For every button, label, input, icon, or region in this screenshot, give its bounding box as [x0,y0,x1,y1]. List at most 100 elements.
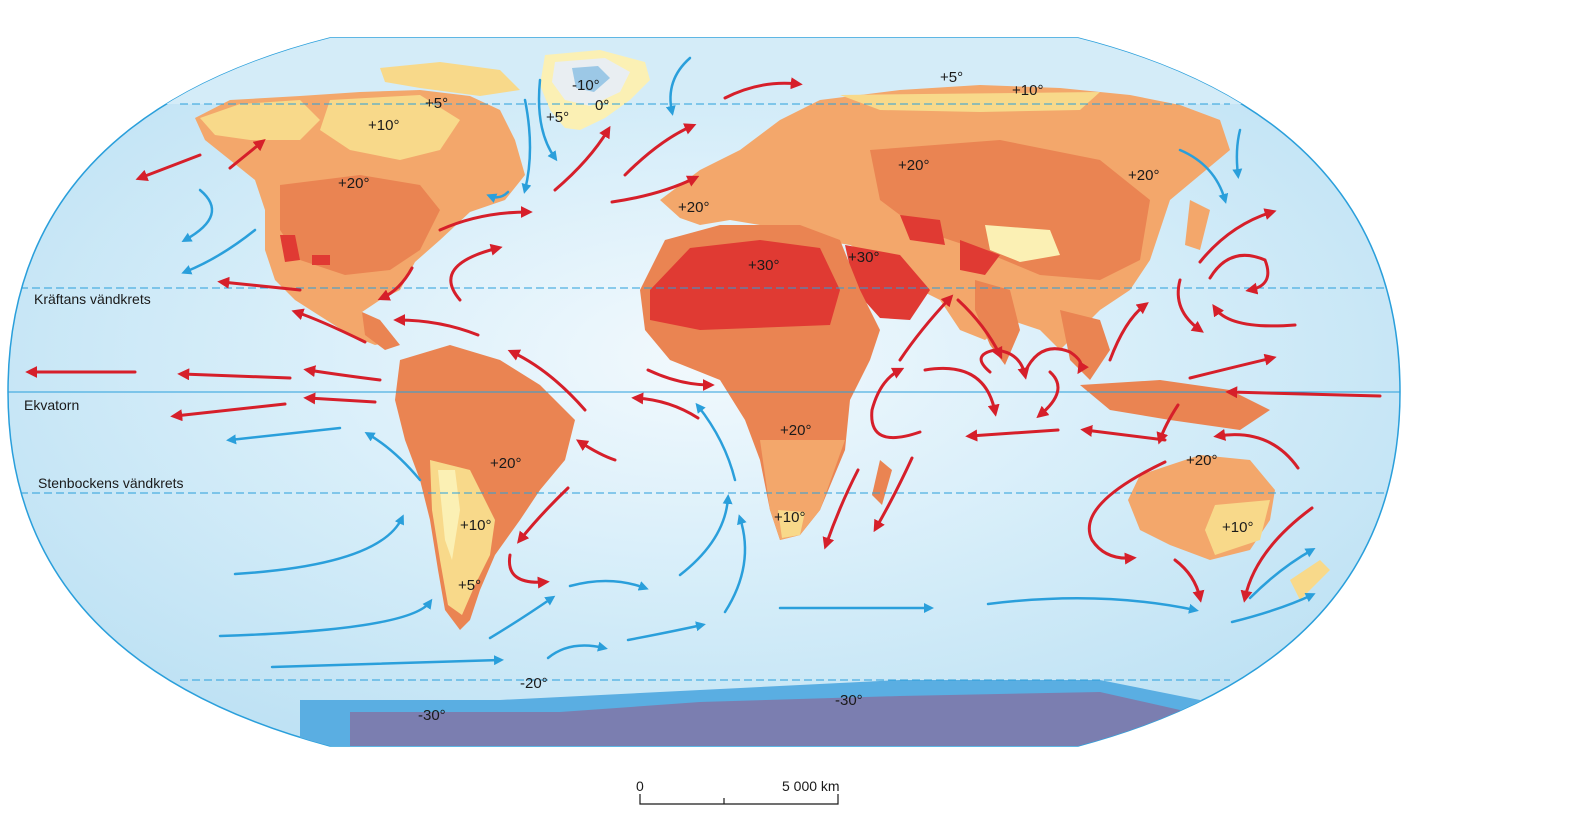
warm-current-arrow [303,365,382,382]
cold-current-arrow [226,426,342,445]
warm-current-arrow [507,553,550,589]
warm-current-arrow [170,402,287,422]
warm-current-arrow [1208,253,1270,295]
warm-current-arrow [393,314,480,337]
cold-current-arrow [181,228,257,275]
cold-current-arrow [626,621,706,642]
warm-current-arrow [1176,278,1204,333]
cold-current-arrow [1248,548,1316,600]
scale-bar: 0 5 000 km [636,778,840,805]
scale-start-label: 0 [636,778,644,794]
temp-label: +20° [490,455,521,472]
cold-current-arrow [233,514,404,576]
warm-current-arrow [177,368,292,381]
cold-current-arrow [1230,593,1316,624]
warm-current-arrow [1108,302,1149,362]
warm-current-arrow [898,294,954,362]
warm-current-arrow [575,439,617,462]
temp-label: +10° [1012,82,1043,99]
cold-current-arrow [665,56,692,116]
warm-current-arrow [873,456,914,533]
cold-current-arrow [488,595,556,640]
warm-current-arrow [623,123,697,177]
temp-label: +10° [460,517,491,534]
temp-label: -10° [572,77,600,94]
warm-current-arrow [870,367,922,440]
warm-current-arrow [610,175,700,204]
warm-currents [25,77,1382,603]
temp-label: -20° [520,675,548,692]
equator-label: Ekvatorn [24,397,79,413]
warm-current-arrow [449,243,503,302]
tropic-of-cancer-label: Kräftans vändkrets [34,291,151,307]
temp-label: +10° [774,509,805,526]
warm-current-arrow [1240,506,1314,603]
tropic-of-capricorn-label: Stenbockens vändkrets [38,475,184,491]
cold-current-arrow [181,188,214,242]
warm-current-arrow [1198,208,1277,264]
warm-current-arrow [303,392,377,405]
warm-current-arrow [631,392,700,420]
warm-current-arrow [923,366,1000,417]
arctic-ice-band [8,38,1400,104]
cold-current-arrow [1178,148,1229,204]
warm-current-arrow [438,206,533,232]
temp-label: -30° [835,692,863,709]
temp-label: +5° [425,95,448,112]
warm-current-arrow [228,138,266,170]
temp-label: +20° [898,157,929,174]
warm-current-arrow [1023,347,1089,375]
cold-current-arrow [678,494,733,577]
cold-current-arrow [546,641,608,660]
cold-current-arrow [364,431,422,482]
warm-current-arrow [1213,428,1300,470]
warm-current-arrow [1188,353,1277,380]
warm-current-arrow [1036,370,1060,419]
warm-current-arrow [553,125,611,192]
temp-label: +30° [748,257,779,274]
warm-current-arrow [1156,403,1180,445]
temp-label: +20° [678,199,709,216]
temp-label: +30° [848,249,879,266]
warm-current-arrow [1225,386,1382,399]
temp-label: +20° [780,422,811,439]
australia [1128,455,1330,600]
cold-current-arrow [568,579,649,591]
warm-current-arrow [1087,460,1167,565]
warm-current-arrow [822,468,860,550]
warm-current-arrow [135,153,202,182]
antarctica [300,680,1300,746]
temp-label: +10° [368,117,399,134]
cold-current-arrow [270,655,504,669]
warm-current-arrow [507,349,587,412]
temp-label: +20° [338,175,369,192]
temperature-labels: -10° 0° +5° +5° +10° +20° +5° +10° +20° … [338,69,1253,724]
north-america [195,90,525,350]
cold-currents [181,56,1316,669]
temp-label: +10° [1222,519,1253,536]
warm-current-arrow [965,428,1060,442]
temp-label: +5° [458,577,481,594]
temp-label: -30° [418,707,446,724]
warm-current-arrow [646,368,715,391]
warm-current-arrow [723,77,803,100]
cold-current-arrow [537,78,558,162]
warm-current-arrow [517,486,570,544]
temp-label: +20° [1186,452,1217,469]
cold-current-arrow [486,190,510,203]
temp-label: +5° [940,69,963,86]
cold-current-arrow [218,598,433,638]
warm-current-arrow [979,348,1030,380]
warm-current-arrow [1080,424,1167,442]
cold-current-arrow [521,98,532,194]
warm-current-arrow [291,308,367,344]
temp-label: 0° [595,97,609,114]
greenland [540,50,650,130]
africa [640,225,892,540]
cold-current-arrow [695,402,737,482]
temp-label: +5° [546,109,569,126]
temp-label: +20° [1128,167,1159,184]
warm-current-arrow [217,276,302,292]
cold-current-arrow [986,596,1199,614]
